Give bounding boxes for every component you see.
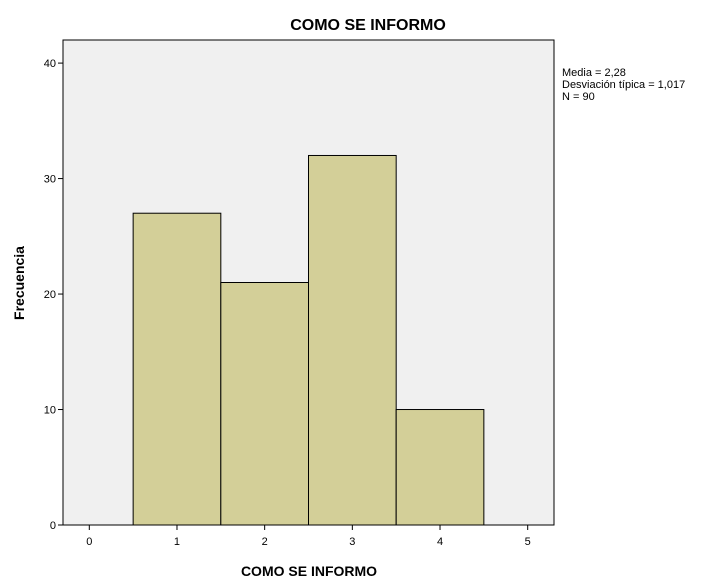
x-tick-label: 1	[174, 536, 180, 548]
bar-1	[132, 212, 222, 526]
chart-title: COMO SE INFORMO	[290, 17, 446, 34]
stat-std-dev: Desviación típica = 1,017	[562, 79, 685, 91]
bars-group	[132, 154, 485, 526]
y-tick-label: 40	[44, 58, 56, 70]
x-axis: 0 1 2 3 4 5	[86, 525, 531, 548]
x-tick-label: 0	[86, 536, 92, 548]
x-tick-label: 3	[349, 536, 355, 548]
y-axis: 0 10 20 30 40	[44, 58, 63, 532]
bar-3	[308, 154, 397, 526]
x-tick-label: 4	[437, 536, 443, 548]
statistics-box: Media = 2,28 Desviación típica = 1,017 N…	[562, 67, 685, 103]
y-tick-label: 20	[44, 289, 56, 301]
bar-2	[220, 282, 309, 526]
x-axis-title: COMO SE INFORMO	[241, 563, 377, 579]
y-axis-title: Frecuencia	[11, 246, 27, 320]
y-tick-label: 10	[44, 405, 56, 417]
x-tick-label: 5	[525, 536, 531, 548]
x-tick-label: 2	[262, 536, 268, 548]
stat-n: N = 90	[562, 91, 595, 103]
y-tick-label: 0	[50, 520, 56, 532]
stat-mean: Media = 2,28	[562, 67, 626, 79]
y-tick-label: 30	[44, 174, 56, 186]
bar-4	[395, 409, 485, 526]
